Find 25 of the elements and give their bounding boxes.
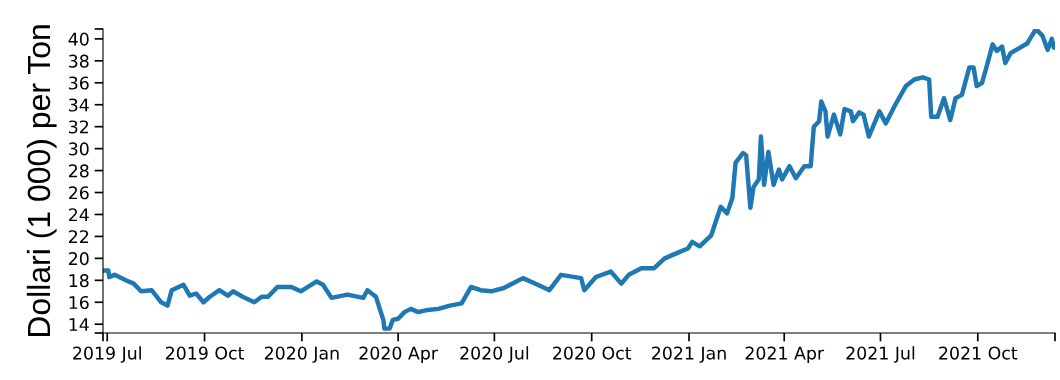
x-tick-label: 2019 Oct <box>165 346 244 360</box>
x-tick-label: 2021 Jul <box>846 346 915 363</box>
x-tick-label: 2021 Jan <box>652 346 726 363</box>
y-tick-label: 34 <box>69 98 89 112</box>
x-tick-label: 2021 Oct <box>939 346 1018 360</box>
x-tick-label: 2020 Apr <box>359 346 438 363</box>
y-tick-label: 32 <box>69 120 89 134</box>
y-tick-label: 16 <box>69 295 89 310</box>
x-tick-label: 2021 Apr <box>745 346 825 363</box>
y-tick-label: 30 <box>69 142 89 156</box>
y-axis-title: Dollari (1 000) per Ton <box>26 25 57 337</box>
y-tick-label: 18 <box>69 274 89 288</box>
y-tick-label: 36 <box>69 76 89 90</box>
y-tick-label: 24 <box>68 208 89 222</box>
y-tick-label: 14 <box>69 318 89 331</box>
y-tick-label: 28 <box>68 164 89 178</box>
y-tick-label: 20 <box>68 252 89 266</box>
x-tick-label: 2020 Jan <box>264 346 339 363</box>
x-tick-label: 2019 Jul <box>73 346 141 363</box>
y-tick-label: 38 <box>69 54 89 68</box>
x-tick-label: 2020 Oct <box>553 346 632 360</box>
y-tick-label: 40 <box>68 32 89 46</box>
y-tick-label: 26 <box>68 186 89 200</box>
x-tick-label: 2020 Jul <box>460 346 529 363</box>
y-tick-label: 22 <box>68 230 89 244</box>
